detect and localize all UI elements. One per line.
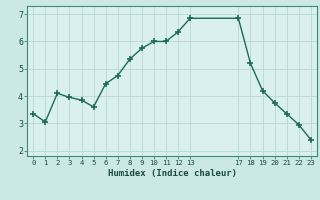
X-axis label: Humidex (Indice chaleur): Humidex (Indice chaleur) xyxy=(108,169,236,178)
